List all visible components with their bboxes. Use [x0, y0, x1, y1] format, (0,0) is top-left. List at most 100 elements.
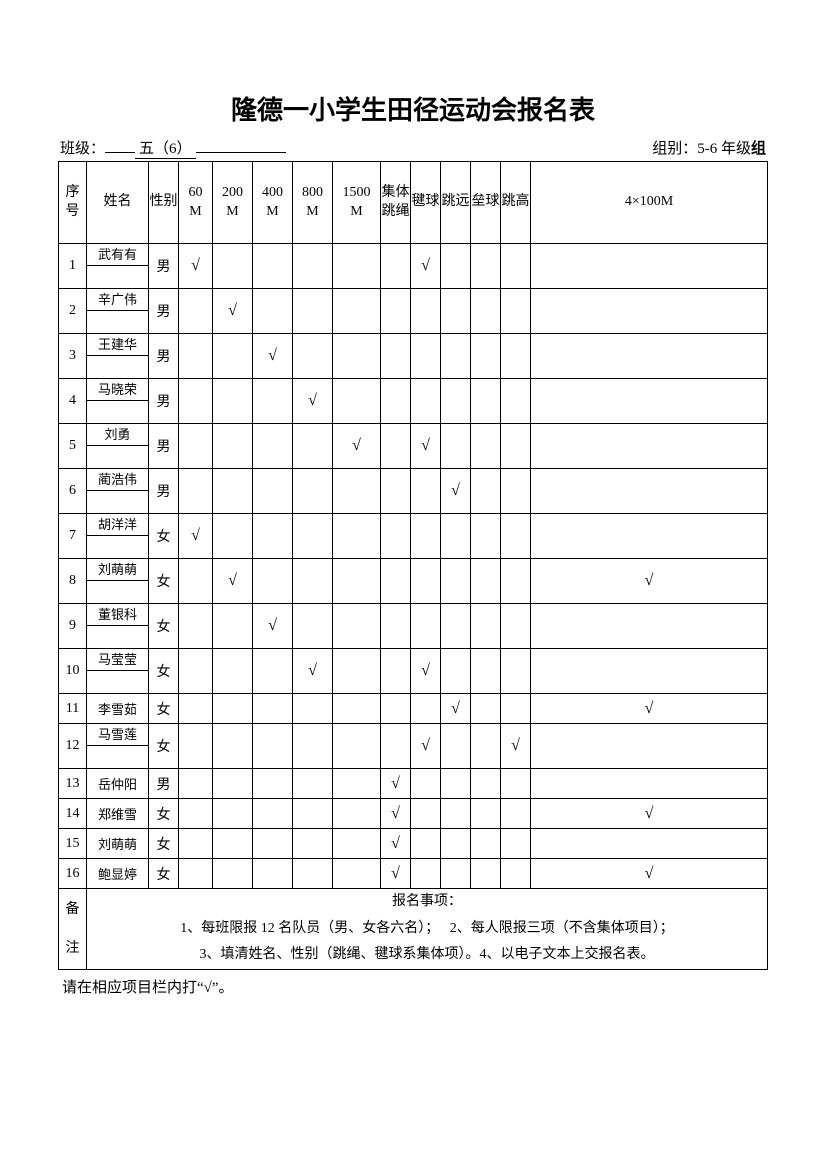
cell-m800 [293, 859, 333, 889]
cell-relay [531, 244, 768, 289]
cell-relay [531, 649, 768, 694]
cell-m200 [213, 334, 253, 379]
cell-jian [411, 799, 441, 829]
meta-row: 班级： 五（6） 组别：5-6 年级组 [58, 137, 768, 159]
cell-relay [531, 829, 768, 859]
cell-relay [531, 334, 768, 379]
cell-high [501, 334, 531, 379]
cell-m200 [213, 769, 253, 799]
cell-m400 [253, 859, 293, 889]
cell-rope: √ [381, 769, 411, 799]
cell-lei [471, 244, 501, 289]
cell-m60 [179, 829, 213, 859]
cell-name: 王建华 [87, 334, 149, 379]
notes-row: 备 注 报名事项： 1、每班限报 12 名队员（男、女各六名）； 2、每人限报三… [59, 889, 768, 970]
cell-lei [471, 604, 501, 649]
cell-long [441, 799, 471, 829]
cell-m1500 [333, 559, 381, 604]
page-title: 隆德一小学生田径运动会报名表 [58, 90, 768, 127]
cell-sex: 男 [149, 424, 179, 469]
col-rope: 集体跳绳 [381, 162, 411, 244]
table-row: 13岳仲阳男√ [59, 769, 768, 799]
col-jian: 毽球 [411, 162, 441, 244]
cell-lei [471, 649, 501, 694]
cell-m400 [253, 424, 293, 469]
col-relay: 4×100M [531, 162, 768, 244]
cell-lei [471, 769, 501, 799]
cell-sex: 男 [149, 244, 179, 289]
cell-rope [381, 649, 411, 694]
cell-idx: 8 [59, 559, 87, 604]
cell-relay [531, 469, 768, 514]
table-row: 4马晓荣男√ [59, 379, 768, 424]
cell-lei [471, 694, 501, 724]
group-label: 组别： [652, 141, 697, 157]
class-value: 五（6） [135, 137, 196, 159]
col-lei: 垒球 [471, 162, 501, 244]
cell-m60 [179, 769, 213, 799]
cell-long [441, 244, 471, 289]
cell-m200 [213, 469, 253, 514]
table-row: 10马莹莹女√√ [59, 649, 768, 694]
cell-high [501, 604, 531, 649]
cell-m800 [293, 769, 333, 799]
cell-idx: 5 [59, 424, 87, 469]
cell-idx: 15 [59, 829, 87, 859]
cell-m400 [253, 559, 293, 604]
col-400m: 400M [253, 162, 293, 244]
cell-m800 [293, 724, 333, 769]
cell-long [441, 604, 471, 649]
cell-jian [411, 604, 441, 649]
col-200m: 200M [213, 162, 253, 244]
cell-rope: √ [381, 799, 411, 829]
cell-idx: 7 [59, 514, 87, 559]
cell-m800 [293, 604, 333, 649]
cell-m400: √ [253, 334, 293, 379]
cell-name: 刘萌萌 [87, 829, 149, 859]
cell-m200 [213, 424, 253, 469]
cell-idx: 14 [59, 799, 87, 829]
cell-jian [411, 559, 441, 604]
notes-line2: 3、填清姓名、性别（跳绳、毽球系集体项）。4、以电子文本上交报名表。 [87, 942, 767, 969]
cell-relay [531, 724, 768, 769]
cell-m60 [179, 649, 213, 694]
cell-m60 [179, 469, 213, 514]
cell-long [441, 289, 471, 334]
cell-high [501, 769, 531, 799]
cell-m400 [253, 724, 293, 769]
cell-m1500 [333, 469, 381, 514]
table-row: 1武有有男√√ [59, 244, 768, 289]
cell-sex: 女 [149, 604, 179, 649]
cell-idx: 6 [59, 469, 87, 514]
cell-high [501, 649, 531, 694]
cell-m1500 [333, 769, 381, 799]
cell-sex: 女 [149, 694, 179, 724]
cell-m200 [213, 604, 253, 649]
meta-group: 组别：5-6 年级组 [652, 137, 766, 159]
cell-m400 [253, 769, 293, 799]
cell-high [501, 289, 531, 334]
cell-long [441, 424, 471, 469]
notes-body: 报名事项： 1、每班限报 12 名队员（男、女各六名）； 2、每人限报三项（不含… [87, 889, 768, 970]
cell-long [441, 859, 471, 889]
table-row: 15刘萌萌女√ [59, 829, 768, 859]
cell-lei [471, 559, 501, 604]
cell-relay [531, 424, 768, 469]
cell-m60: √ [179, 514, 213, 559]
cell-lei [471, 424, 501, 469]
cell-name: 郑维雪 [87, 799, 149, 829]
cell-lei [471, 799, 501, 829]
cell-lei [471, 724, 501, 769]
cell-m60 [179, 724, 213, 769]
cell-m60 [179, 289, 213, 334]
cell-rope [381, 604, 411, 649]
cell-long [441, 724, 471, 769]
cell-high: √ [501, 724, 531, 769]
cell-relay: √ [531, 559, 768, 604]
cell-idx: 9 [59, 604, 87, 649]
table-row: 6蔺浩伟男√ [59, 469, 768, 514]
cell-name: 李雪茹 [87, 694, 149, 724]
cell-jian: √ [411, 424, 441, 469]
cell-m1500 [333, 289, 381, 334]
cell-sex: 男 [149, 379, 179, 424]
